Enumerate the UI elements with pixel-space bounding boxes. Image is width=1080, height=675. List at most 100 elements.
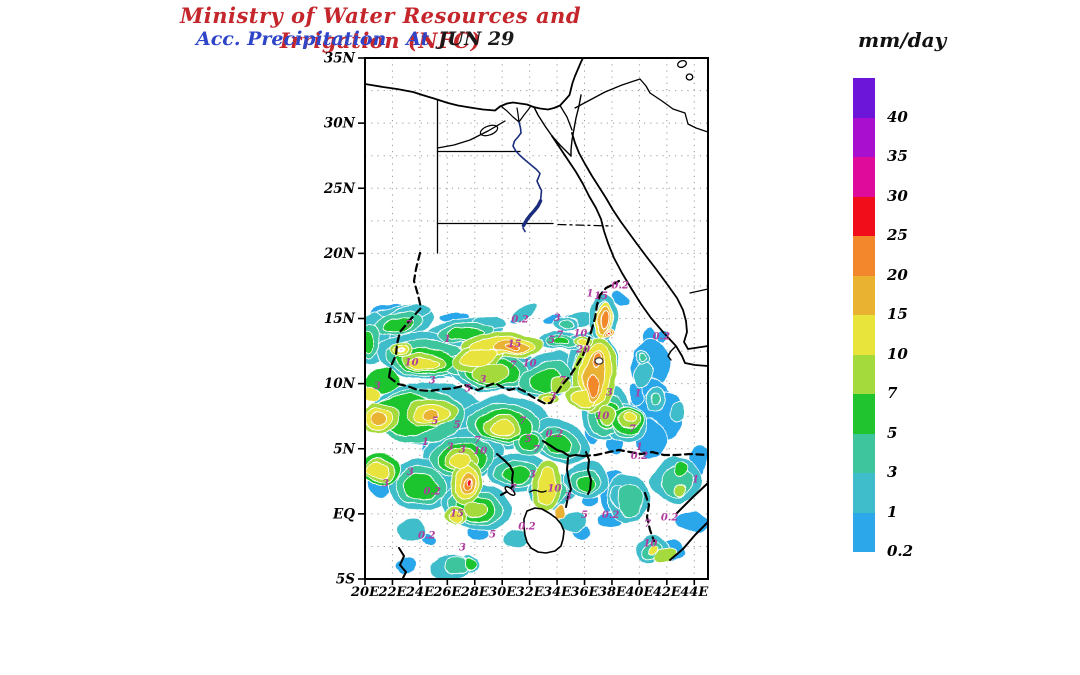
- contour-label: 15: [450, 508, 464, 519]
- iraq-lake-habbaniyah: [685, 73, 694, 81]
- somalia-kenya-coast: [669, 521, 708, 561]
- precip-blob: [396, 518, 428, 543]
- precip-blob: [409, 356, 439, 370]
- y-tick-label: EQ: [332, 506, 355, 522]
- contour-label: 7: [533, 445, 540, 456]
- colorbar-label: 3: [887, 463, 898, 481]
- y-tick-label: 5S: [336, 572, 355, 588]
- colorbar-label: 15: [887, 305, 908, 323]
- lake-kyoga: [529, 489, 547, 493]
- contour-label: 3: [407, 467, 414, 478]
- x-tick-label: 32E: [516, 585, 545, 600]
- x-tick-label: 36E: [571, 585, 600, 600]
- contour-label: 0.2: [424, 486, 441, 497]
- djibouti-border: [667, 345, 677, 361]
- precip-blob: [674, 483, 687, 495]
- contour-label: 10: [473, 446, 487, 457]
- contour-label: 3: [606, 387, 613, 398]
- x-tick-label: 22E: [377, 585, 407, 600]
- contour-label: 1: [587, 288, 594, 299]
- precip-blob: [553, 337, 570, 347]
- colorbar-segment: [853, 275, 875, 315]
- kenya-uganda-border: [565, 457, 572, 508]
- precip-blob: [504, 344, 520, 351]
- precip-blob: [400, 349, 404, 352]
- contour-label: 7: [556, 330, 563, 341]
- colorbar-label: 30: [887, 186, 908, 205]
- axis-labels: 20E 22E 24E 26E 28E 30E 32E 34E 36E 38E 40E 42E 44E 3…: [323, 51, 710, 601]
- contour-label: 3: [447, 442, 454, 453]
- contour-label: 10: [595, 411, 609, 422]
- contour-label: 7: [644, 519, 651, 530]
- contour-label: 3: [554, 313, 561, 324]
- colorbar-label: 10: [887, 344, 908, 363]
- contour-label: 1: [444, 334, 451, 345]
- precip-blob: [560, 320, 576, 328]
- contour-label: 3: [429, 376, 436, 387]
- precip-blob: [367, 461, 391, 478]
- contour-label: 0.2: [418, 531, 435, 542]
- contour-label: 0.2: [518, 522, 535, 533]
- x-tick-label: 34E: [543, 585, 572, 600]
- eritrea-border: [589, 279, 621, 334]
- subtitle-variable: Acc. Precipitation At: [196, 28, 430, 50]
- contour-label: 3: [565, 492, 572, 503]
- precip-blob: [448, 510, 463, 523]
- precip-blob: [365, 329, 376, 355]
- contour-label: 7: [405, 320, 412, 331]
- contour-label: 1: [422, 437, 429, 448]
- x-tick-label: 40E: [625, 585, 654, 600]
- egypt-israel-border: [559, 104, 573, 131]
- colorbar-units-label: mm/day: [858, 28, 947, 52]
- colorbar-segment: [853, 196, 875, 236]
- contour-label: 1: [636, 442, 643, 453]
- contour-label: 3: [459, 445, 466, 456]
- iraq-lake-tharthar: [676, 59, 688, 69]
- colorbar-segment: [853, 315, 875, 355]
- precip-blob: [459, 348, 499, 368]
- precip-blob: [449, 453, 470, 468]
- x-tick-label: 38E: [598, 585, 627, 600]
- ethiopia-kenya-border: [581, 448, 708, 458]
- x-tick-label: 28E: [460, 585, 490, 600]
- y-tick-label: 5N: [333, 441, 355, 457]
- nile-delta-branches: [501, 105, 532, 123]
- colorbar-label: 5: [887, 423, 898, 442]
- colorbar-segment: [853, 512, 875, 552]
- precipitation-field: [365, 289, 708, 579]
- x-tick-label: 24E: [405, 585, 435, 600]
- precip-blob: [633, 359, 654, 387]
- colorbar-segment: [853, 473, 875, 513]
- colorbar-label: 7: [887, 384, 898, 402]
- contour-label: 15: [508, 339, 522, 350]
- contour-label: 7: [519, 416, 526, 427]
- colorbar-segment: [853, 354, 875, 394]
- colorbar-segment: [853, 394, 875, 434]
- precip-blob: [464, 559, 478, 571]
- precip-blob: [402, 473, 440, 503]
- contour-label: 0.2: [631, 451, 648, 462]
- chart-subtitle: Acc. Precipitation At JUN 29: [196, 28, 514, 50]
- precip-blob: [651, 391, 661, 407]
- contour-label: 7: [629, 424, 636, 435]
- syria-jordan-iraq-borders: [574, 78, 708, 133]
- mediterranean-coastline: [365, 58, 584, 112]
- red-sea-african-coast: [551, 135, 708, 367]
- precip-blob: [544, 434, 573, 456]
- egypt-admin-diagonal: [436, 120, 506, 149]
- y-tick-label: 25N: [323, 181, 356, 197]
- precip-blob: [365, 385, 382, 403]
- contour-label: 3: [382, 479, 389, 490]
- uganda-sudan-kenya-border: [542, 440, 584, 457]
- x-tick-label: 42E: [653, 585, 682, 600]
- precip-blob: [636, 351, 645, 361]
- sudan-ethiopia-border: [549, 330, 593, 404]
- x-tick-label: 26E: [432, 585, 462, 600]
- colorbar-label: 1: [887, 502, 898, 521]
- contour-label: 3: [459, 542, 466, 553]
- contour-label: 7: [510, 360, 517, 371]
- y-tick-label: 30N: [324, 116, 356, 132]
- precip-blob: [669, 401, 687, 424]
